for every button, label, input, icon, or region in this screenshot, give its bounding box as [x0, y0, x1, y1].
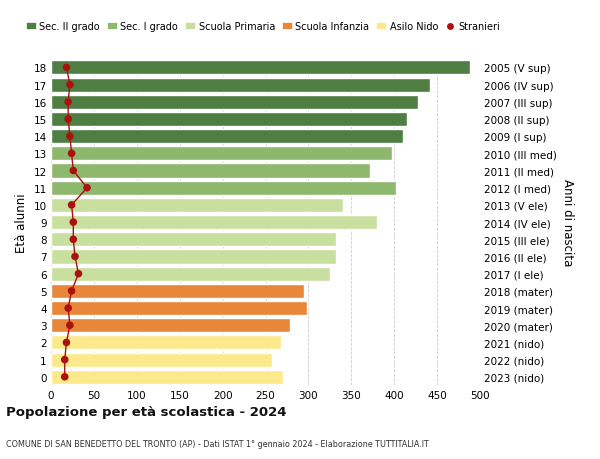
Point: [60, 356, 70, 364]
Point: [60, 373, 70, 381]
Point: [67, 202, 76, 209]
Y-axis label: Età alunni: Età alunni: [15, 193, 28, 252]
Point: [70, 253, 80, 261]
Point: [74, 270, 83, 278]
Point: [82, 185, 92, 192]
Point: [67, 151, 76, 158]
Y-axis label: Anni di nascita: Anni di nascita: [561, 179, 574, 266]
Bar: [51, 267, 330, 281]
Bar: [51, 78, 430, 92]
Bar: [51, 319, 290, 333]
Bar: [51, 130, 403, 144]
Text: COMUNE DI SAN BENEDETTO DEL TRONTO (AP) - Dati ISTAT 1° gennaio 2024 - Elaborazi: COMUNE DI SAN BENEDETTO DEL TRONTO (AP) …: [6, 439, 429, 448]
Point: [64, 116, 73, 123]
Point: [65, 82, 74, 89]
Bar: [51, 164, 370, 178]
Bar: [51, 250, 336, 264]
Point: [64, 305, 73, 312]
Bar: [51, 284, 304, 298]
Bar: [51, 181, 396, 196]
Bar: [51, 353, 272, 367]
Bar: [51, 61, 470, 75]
Bar: [51, 198, 343, 213]
Point: [68, 219, 78, 226]
Text: Popolazione per età scolastica - 2024: Popolazione per età scolastica - 2024: [6, 405, 287, 419]
Point: [65, 133, 74, 140]
Point: [64, 99, 73, 106]
Bar: [51, 95, 418, 110]
Point: [62, 339, 71, 347]
Bar: [51, 112, 407, 127]
Legend: Sec. II grado, Sec. I grado, Scuola Primaria, Scuola Infanzia, Asilo Nido, Stran: Sec. II grado, Sec. I grado, Scuola Prim…: [26, 22, 500, 32]
Point: [68, 168, 78, 175]
Bar: [51, 147, 392, 161]
Bar: [51, 370, 283, 384]
Point: [67, 287, 76, 295]
Bar: [51, 336, 281, 350]
Bar: [51, 302, 307, 315]
Point: [65, 322, 74, 329]
Bar: [51, 216, 377, 230]
Point: [62, 65, 71, 72]
Point: [68, 236, 78, 243]
Bar: [51, 233, 336, 247]
